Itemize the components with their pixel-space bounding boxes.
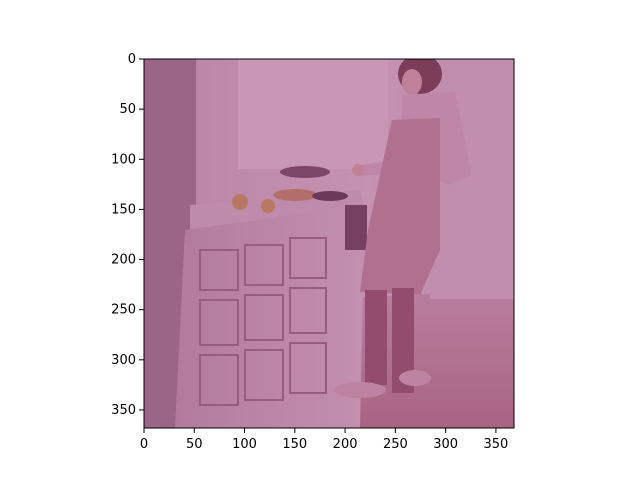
y-axis-ticks: 0 50 100 150 200 250 300 350 [111,52,144,418]
y-tick-label: 200 [111,253,136,268]
x-axis-ticks: 0 50 100 150 200 250 300 350 [140,428,508,452]
x-tick-label: 50 [186,437,203,452]
kitchen-photo [144,59,514,428]
y-tick-label: 250 [111,303,136,318]
x-tick-label: 300 [433,437,458,452]
x-tick-label: 200 [333,437,358,452]
x-tick-label: 100 [232,437,257,452]
x-tick-label: 150 [282,437,307,452]
y-tick-label: 0 [128,52,136,67]
y-tick-label: 100 [111,152,136,167]
x-tick-label: 350 [483,437,508,452]
axes-frame [143,58,515,429]
x-tick-label: 250 [383,437,408,452]
y-tick-label: 50 [119,102,136,117]
y-tick-label: 350 [111,403,136,418]
y-tick-label: 300 [111,353,136,368]
x-tick-label: 0 [140,437,148,452]
y-tick-label: 150 [111,202,136,217]
